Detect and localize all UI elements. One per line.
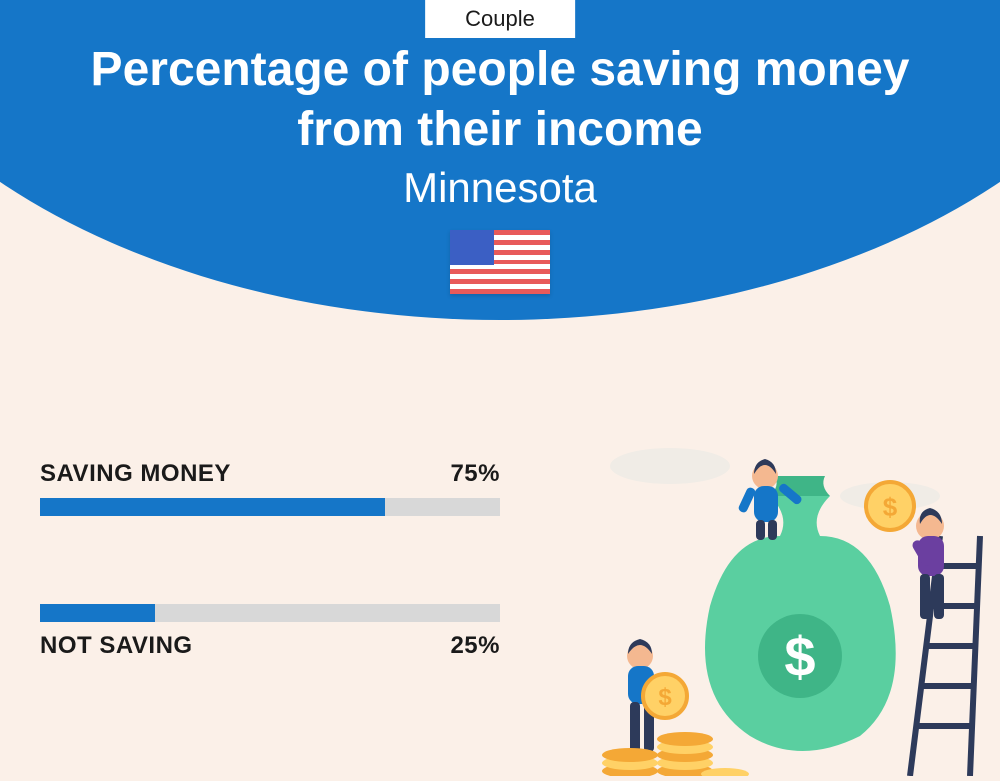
bar-value: 25%: [450, 632, 500, 660]
svg-text:$: $: [658, 684, 672, 711]
svg-text:$: $: [883, 492, 898, 522]
us-flag-icon: [450, 230, 550, 294]
bar-chart: SAVING MONEY 75% NOT SAVING 25%: [40, 460, 500, 748]
bar-track: [40, 604, 500, 622]
main-title-line1: Percentage of people saving money: [0, 40, 1000, 100]
bar-group: NOT SAVING 25%: [40, 604, 500, 660]
bar-label: SAVING MONEY: [40, 460, 231, 488]
svg-text:$: $: [784, 625, 815, 688]
category-tag: Couple: [425, 0, 575, 38]
subtitle: Minnesota: [0, 164, 1000, 212]
bar-label: NOT SAVING: [40, 632, 193, 660]
bar-fill: [40, 498, 385, 516]
bar-value: 75%: [450, 460, 500, 488]
bar-group: SAVING MONEY 75%: [40, 460, 500, 516]
title-block: Percentage of people saving money from t…: [0, 40, 1000, 294]
bar-track: [40, 498, 500, 516]
main-title-line2: from their income: [0, 100, 1000, 160]
bar-fill: [40, 604, 155, 622]
savings-illustration: $ $ $: [570, 436, 990, 776]
